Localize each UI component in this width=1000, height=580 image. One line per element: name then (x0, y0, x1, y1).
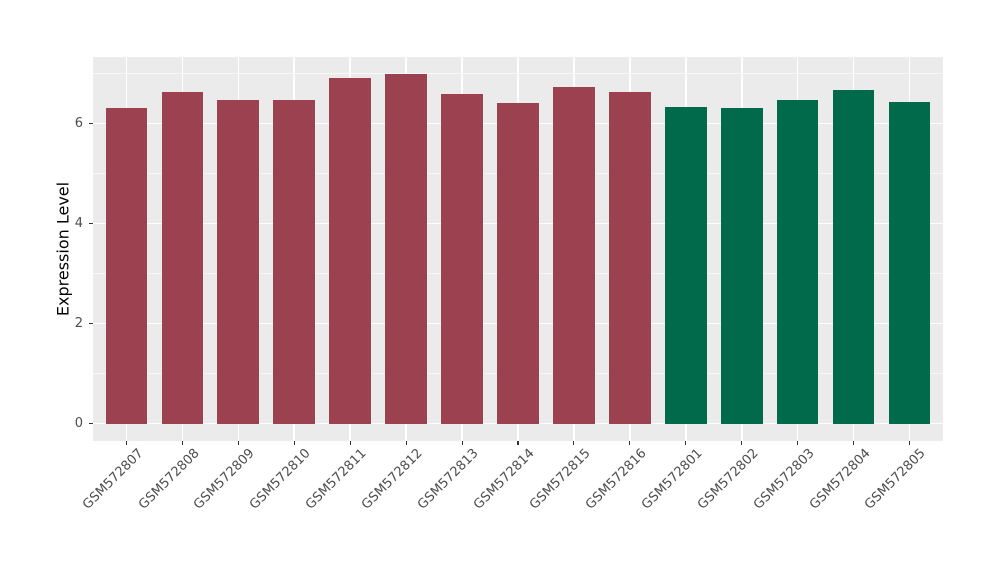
y-tick-label: 2 (74, 316, 83, 331)
y-axis-title: Expression Level (53, 181, 73, 317)
x-tick-mark (461, 441, 463, 445)
x-tick-mark (181, 441, 184, 445)
y-tick-label: 0 (74, 416, 83, 431)
x-tick-mark (797, 441, 799, 445)
y-tick-label: 4 (74, 216, 83, 231)
bar-GSM572810 (273, 99, 316, 424)
bar-GSM572805 (888, 102, 931, 424)
y-tick-mark (89, 222, 93, 225)
bar-GSM572807 (105, 108, 148, 424)
bar-GSM572804 (832, 89, 875, 424)
x-tick-mark (573, 441, 575, 445)
y-tick-mark (89, 122, 93, 125)
plot-panel (93, 57, 943, 441)
x-tick-mark (908, 441, 910, 445)
x-tick-mark (349, 441, 351, 445)
x-tick-mark (517, 441, 519, 445)
bar-GSM572811 (329, 77, 372, 424)
bar-GSM572814 (497, 103, 539, 424)
y-tick-mark (89, 322, 93, 325)
y-tick-label: 6 (74, 116, 83, 131)
x-tick-mark (405, 441, 407, 445)
bar-GSM572801 (664, 106, 707, 424)
bar-GSM572809 (217, 99, 260, 424)
bar-GSM572802 (720, 108, 763, 424)
y-tick-mark (89, 422, 93, 425)
bar-GSM572815 (553, 87, 595, 424)
x-tick-mark (852, 441, 855, 445)
bar-GSM572813 (441, 94, 483, 424)
x-tick-mark (741, 441, 743, 445)
bar-GSM572816 (608, 92, 651, 424)
x-tick-mark (237, 441, 239, 445)
bar-GSM572808 (161, 92, 204, 424)
bar-GSM572803 (776, 99, 819, 424)
x-tick-mark (629, 441, 631, 445)
x-tick-mark (685, 441, 687, 445)
x-tick-mark (126, 441, 128, 445)
x-tick-mark (293, 441, 295, 445)
bar-GSM572812 (385, 74, 428, 424)
